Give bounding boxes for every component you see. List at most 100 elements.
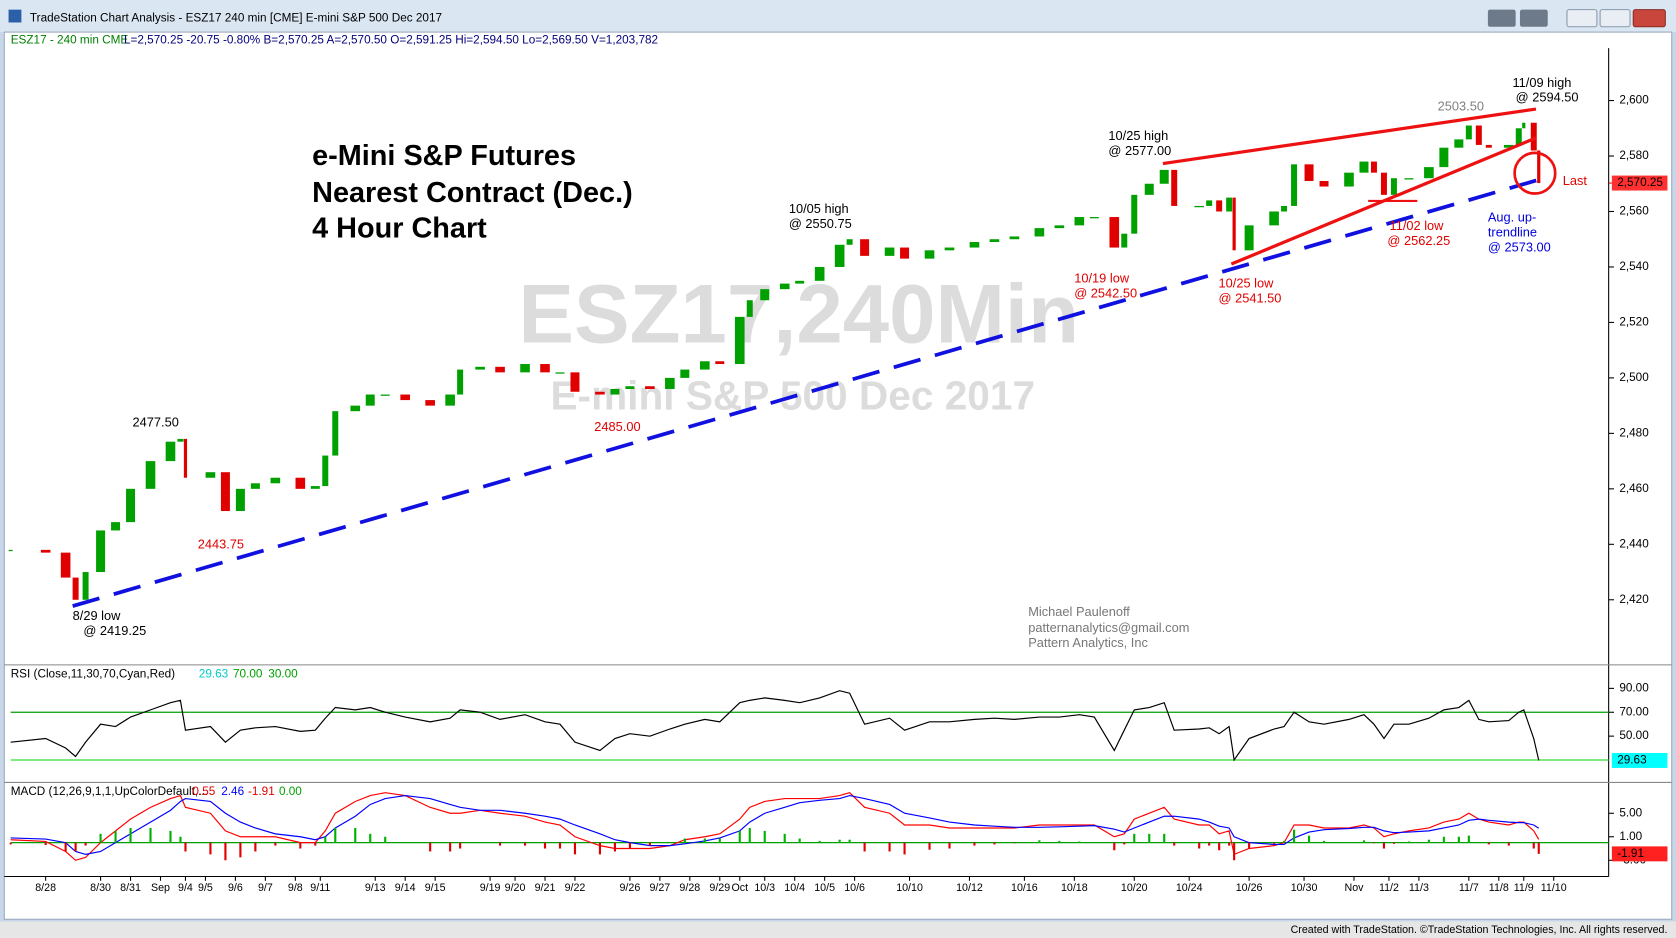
- candle: [1390, 178, 1397, 195]
- candle: [1232, 197, 1236, 251]
- candle: [72, 577, 79, 600]
- candle: [495, 366, 505, 373]
- candle: [924, 250, 935, 259]
- y-tick-label: 2,420: [1619, 593, 1649, 606]
- x-tick-label: 9/4: [178, 882, 193, 894]
- indicator-line: [10, 690, 1540, 762]
- x-tick-label: 10/10: [896, 882, 923, 894]
- menu-button[interactable]: [1519, 9, 1548, 27]
- annotation: 11/09 high: [1512, 75, 1571, 90]
- symbol-button[interactable]: [1487, 9, 1516, 27]
- candle: [1194, 205, 1204, 208]
- x-tick-label: 9/29: [709, 882, 730, 894]
- x-tick-label: 11/3: [1409, 882, 1429, 894]
- candle: [8, 549, 13, 552]
- rsi-level: 30.00: [268, 668, 298, 681]
- candle: [82, 572, 89, 600]
- annotation: 2485.00: [594, 419, 640, 434]
- signal-value: 2.46: [221, 785, 244, 798]
- candle: [1503, 144, 1514, 148]
- candle: [475, 366, 485, 370]
- credit: patternanalytics@gmail.com: [1028, 620, 1189, 635]
- candle: [1439, 147, 1449, 168]
- x-tick-label: 10/18: [1061, 882, 1088, 894]
- y-tick-label: 2,440: [1619, 537, 1649, 550]
- candle: [1054, 225, 1065, 229]
- y-tick-label: 70.00: [1619, 705, 1649, 718]
- annotation: @ 2573.00: [1488, 239, 1551, 254]
- candle: [699, 361, 710, 370]
- candle: [860, 239, 870, 256]
- candle: [165, 441, 176, 462]
- x-tick-label: 9/14: [395, 882, 416, 894]
- annotation: 2477.50: [133, 415, 179, 430]
- annotation: 10/25 high: [1108, 128, 1168, 143]
- macd-value: 0.55: [192, 785, 215, 798]
- status-symbol: ESZ17 - 240 min CME: [11, 34, 129, 47]
- candle: [126, 488, 136, 523]
- annotation: @ 2419.25: [83, 623, 146, 638]
- candle: [1159, 169, 1169, 184]
- annotation: @ 2562.25: [1387, 233, 1450, 248]
- y-tick-label: 2,580: [1619, 149, 1649, 162]
- candle: [540, 364, 550, 373]
- candle: [457, 369, 464, 395]
- candle: [1109, 217, 1120, 248]
- rsi-header: RSI (Close,11,30,70,Cyan,Red): [11, 668, 175, 681]
- candle: [734, 316, 745, 365]
- x-tick-label: 10/24: [1176, 882, 1203, 894]
- candle: [425, 400, 435, 406]
- candle: [445, 394, 455, 406]
- candle: [220, 472, 230, 512]
- annotation: trendline: [1488, 224, 1537, 239]
- chart-title: e-Mini S&P Futures: [312, 140, 576, 172]
- footer-bar: [0, 921, 1676, 938]
- annotation: 2503.50: [1438, 98, 1484, 113]
- status-quote: L=2,570.25 -20.75 -0.80% B=2,570.25 A=2,…: [124, 34, 658, 47]
- x-tick-label: 8/30: [90, 882, 111, 894]
- macd-header: MACD (12,26,9,1,1,UpColorDefault,...: [11, 785, 208, 798]
- candle: [814, 266, 825, 281]
- annotation: 10/19 low: [1074, 270, 1130, 285]
- x-tick-label: 11/7: [1459, 882, 1479, 894]
- close-button[interactable]: [1632, 9, 1666, 28]
- indicator-line: [10, 792, 1540, 861]
- x-tick-label: Nov: [1344, 882, 1364, 894]
- maximize-button[interactable]: [1599, 9, 1631, 28]
- value-box-label: 29.63: [1617, 754, 1647, 767]
- candle: [322, 455, 329, 487]
- x-tick-label: 10/20: [1121, 882, 1148, 894]
- value-box-label: 2,570.25: [1617, 176, 1663, 189]
- x-tick-label: Oct: [731, 882, 748, 894]
- candle: [310, 486, 320, 489]
- window-title: TradeStation Chart Analysis - ESZ17 240 …: [30, 11, 442, 24]
- annotation: @ 2541.50: [1219, 291, 1282, 306]
- candle: [846, 239, 853, 245]
- candle: [1269, 211, 1279, 226]
- x-tick-label: 11/8: [1489, 882, 1509, 894]
- candle: [680, 369, 690, 378]
- candle: [1121, 233, 1128, 248]
- candle: [1465, 125, 1472, 140]
- candle: [365, 394, 375, 406]
- chart-title: 4 Hour Chart: [312, 212, 487, 244]
- candle: [1537, 150, 1541, 184]
- x-tick-label: 8/28: [35, 882, 56, 894]
- x-tick-label: 9/21: [535, 882, 556, 894]
- app-icon: [8, 9, 22, 23]
- candle: [665, 377, 675, 389]
- candle: [1131, 194, 1138, 234]
- candle: [1485, 144, 1492, 148]
- y-tick-label: 5.00: [1619, 806, 1642, 819]
- x-tick-label: 11/9: [1514, 882, 1534, 894]
- candle: [1244, 225, 1254, 251]
- indicator-line: [10, 794, 1540, 855]
- title-bar: [0, 0, 1676, 33]
- chart-title: Nearest Contract (Dec.): [312, 177, 633, 209]
- histogram-value: -1.91: [248, 785, 275, 798]
- x-tick-label: Sep: [151, 882, 170, 894]
- x-tick-label: 10/6: [844, 882, 865, 894]
- candle: [177, 438, 184, 442]
- minimize-button[interactable]: [1566, 9, 1598, 28]
